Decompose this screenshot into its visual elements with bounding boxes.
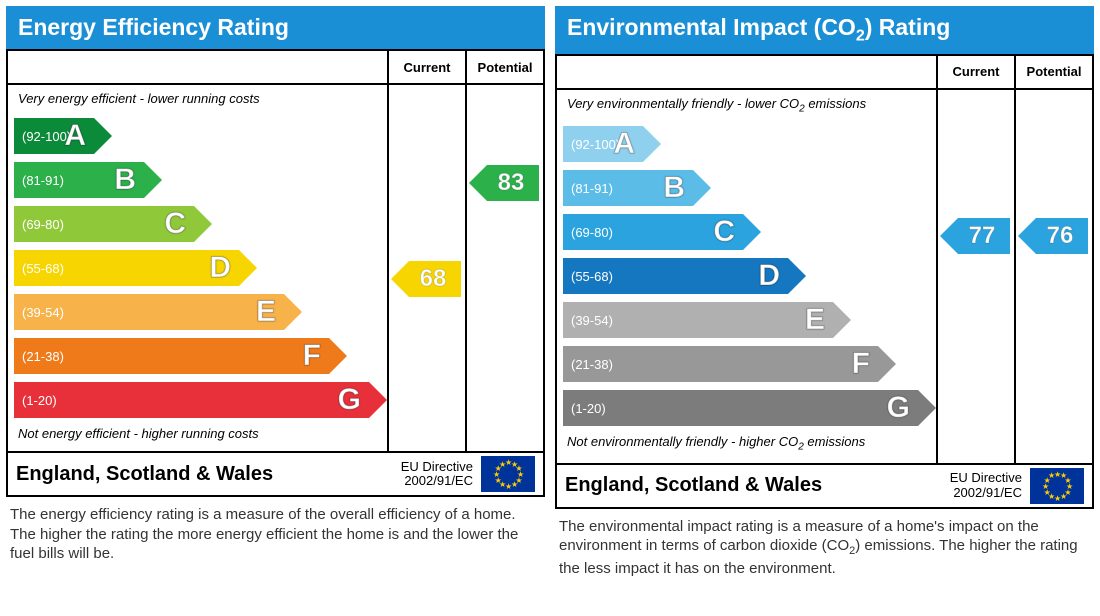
band-letter: E — [805, 303, 825, 337]
env-rating-panel: Environmental Impact (CO2) Rating[data-n… — [555, 6, 1094, 578]
bottom-caption: Not environmentally friendly - higher CO… — [557, 432, 936, 459]
band-bar: (1-20) G — [14, 382, 369, 418]
energy-rating-panel: Energy Efficiency Rating[data-name="ener… — [6, 6, 545, 578]
potential-column: 83 — [465, 85, 543, 451]
region-label: England, Scotland & Wales — [565, 474, 942, 497]
directive-label: EU Directive2002/91/EC — [950, 471, 1022, 500]
current-column: 68 — [387, 85, 465, 451]
band-row-g: (1-20) G — [8, 380, 387, 420]
band-letter: A — [613, 127, 635, 161]
band-bar: (21-38) F — [14, 338, 329, 374]
header-potential: Potential — [1014, 56, 1092, 90]
band-letter: F — [303, 339, 321, 373]
band-bar: (39-54) E — [563, 302, 833, 338]
band-range: (21-38) — [22, 349, 64, 364]
potential-column: 76 — [1014, 90, 1092, 463]
current-pointer: 68 — [409, 261, 461, 297]
explanation-text: The environmental impact rating is a mea… — [555, 509, 1094, 578]
band-bar: (55-68) D — [563, 258, 788, 294]
header-blank — [557, 56, 936, 90]
band-row-a: (92-100)A — [8, 116, 387, 156]
band-row-b: (81-91) B — [8, 160, 387, 200]
band-row-d: (55-68) D — [557, 256, 936, 296]
bands-area: Very energy efficient - lower running co… — [8, 85, 387, 451]
band-bar: (81-91) B — [563, 170, 693, 206]
band-range: (1-20) — [22, 393, 57, 408]
bands-area: Very environmentally friendly - lower CO… — [557, 90, 936, 463]
region-label: England, Scotland & Wales — [16, 463, 393, 486]
band-bar: (92-100)A — [563, 126, 643, 162]
band-range: (69-80) — [571, 225, 613, 240]
band-row-a: (92-100)A — [557, 124, 936, 164]
current-pointer: 77 — [958, 218, 1010, 254]
bottom-caption: Not energy efficient - higher running co… — [8, 424, 387, 447]
band-bar: (21-38) F — [563, 346, 878, 382]
band-row-c: (69-80) C — [8, 204, 387, 244]
band-bar: (69-80) C — [14, 206, 194, 242]
panel-title: Energy Efficiency Rating — [6, 6, 545, 49]
band-letter: B — [663, 171, 685, 205]
header-potential: Potential — [465, 51, 543, 85]
band-range: (39-54) — [22, 305, 64, 320]
band-row-g: (1-20) G — [557, 388, 936, 428]
band-row-f: (21-38) F — [557, 344, 936, 384]
band-row-f: (21-38) F — [8, 336, 387, 376]
band-letter: F — [852, 347, 870, 381]
rating-grid: CurrentPotential Very energy efficient - … — [6, 49, 545, 497]
band-letter: D — [209, 251, 231, 285]
band-row-e: (39-54) E — [557, 300, 936, 340]
band-row-b: (81-91) B — [557, 168, 936, 208]
band-bar: (39-54) E — [14, 294, 284, 330]
band-row-e: (39-54) E — [8, 292, 387, 332]
band-range: (81-91) — [571, 181, 613, 196]
panel-title: Environmental Impact (CO2) Rating — [555, 6, 1094, 54]
potential-pointer: 83 — [487, 165, 539, 201]
header-current: Current — [387, 51, 465, 85]
band-range: (55-68) — [22, 261, 64, 276]
explanation-text: The energy efficiency rating is a measur… — [6, 497, 545, 564]
potential-pointer: 76 — [1036, 218, 1088, 254]
band-letter: C — [164, 207, 186, 241]
band-row-c: (69-80) C — [557, 212, 936, 252]
band-bar: (69-80) C — [563, 214, 743, 250]
top-caption: Very energy efficient - lower running co… — [8, 89, 387, 112]
band-range: (21-38) — [571, 357, 613, 372]
band-range: (69-80) — [22, 217, 64, 232]
band-row-d: (55-68) D — [8, 248, 387, 288]
footer-row: England, Scotland & Wales EU Directive200… — [557, 463, 1092, 507]
band-range: (55-68) — [571, 269, 613, 284]
band-letter: C — [713, 215, 735, 249]
band-letter: G — [887, 391, 910, 425]
directive-label: EU Directive2002/91/EC — [401, 460, 473, 489]
band-letter: A — [64, 119, 86, 153]
header-blank — [8, 51, 387, 85]
band-letter: G — [338, 383, 361, 417]
band-bar: (81-91) B — [14, 162, 144, 198]
band-bar: (92-100)A — [14, 118, 94, 154]
footer-row: England, Scotland & Wales EU Directive200… — [8, 451, 543, 495]
band-range: (81-91) — [22, 173, 64, 188]
top-caption: Very environmentally friendly - lower CO… — [557, 94, 936, 121]
band-range: (1-20) — [571, 401, 606, 416]
rating-grid: CurrentPotential Very environmentally fri… — [555, 54, 1094, 509]
band-letter: D — [758, 259, 780, 293]
eu-flag-icon: ★★★★★★★★★★★★ — [1030, 468, 1084, 504]
band-letter: B — [114, 163, 136, 197]
band-bar: (55-68) D — [14, 250, 239, 286]
band-letter: E — [256, 295, 276, 329]
band-bar: (1-20) G — [563, 390, 918, 426]
band-range: (39-54) — [571, 313, 613, 328]
current-column: 77 — [936, 90, 1014, 463]
eu-flag-icon: ★★★★★★★★★★★★ — [481, 456, 535, 492]
header-current: Current — [936, 56, 1014, 90]
